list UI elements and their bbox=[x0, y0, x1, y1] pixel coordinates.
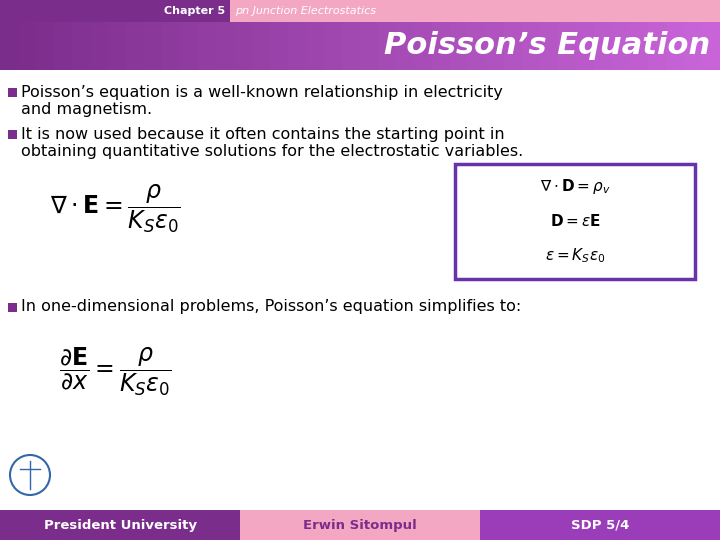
Bar bbox=[342, 22, 361, 70]
Bar bbox=[378, 22, 397, 70]
Text: $\mathbf{D} = \varepsilon\mathbf{E}$: $\mathbf{D} = \varepsilon\mathbf{E}$ bbox=[549, 213, 600, 229]
Bar bbox=[54, 22, 73, 70]
Bar bbox=[396, 22, 415, 70]
Text: Poisson’s Equation: Poisson’s Equation bbox=[384, 31, 710, 60]
Bar bbox=[558, 22, 577, 70]
Bar bbox=[486, 22, 505, 70]
Text: pn Junction Electrostatics: pn Junction Electrostatics bbox=[235, 6, 376, 16]
Text: Erwin Sitompul: Erwin Sitompul bbox=[303, 518, 417, 531]
Bar bbox=[36, 22, 55, 70]
Text: Chapter 5: Chapter 5 bbox=[164, 6, 225, 16]
Bar bbox=[594, 22, 613, 70]
Bar bbox=[90, 22, 109, 70]
Bar bbox=[234, 22, 253, 70]
Bar bbox=[540, 22, 559, 70]
Text: $\dfrac{\partial \mathbf{E}}{\partial x} = \dfrac{\rho}{K_S\varepsilon_0}$: $\dfrac{\partial \mathbf{E}}{\partial x}… bbox=[58, 346, 171, 399]
Bar bbox=[702, 22, 720, 70]
Bar bbox=[162, 22, 181, 70]
Bar bbox=[0, 70, 720, 510]
Bar bbox=[108, 22, 127, 70]
Bar bbox=[648, 22, 667, 70]
Bar bbox=[180, 22, 199, 70]
FancyBboxPatch shape bbox=[455, 164, 695, 279]
Bar bbox=[612, 22, 631, 70]
Bar bbox=[216, 22, 235, 70]
Bar bbox=[8, 87, 17, 97]
Bar bbox=[0, 510, 240, 540]
Bar bbox=[480, 510, 720, 540]
Text: $\varepsilon = K_S\varepsilon_0$: $\varepsilon = K_S\varepsilon_0$ bbox=[545, 247, 606, 265]
Text: SDP 5/4: SDP 5/4 bbox=[571, 518, 629, 531]
Bar bbox=[8, 130, 17, 138]
Bar bbox=[18, 22, 37, 70]
Text: In one-dimensional problems, Poisson’s equation simplifies to:: In one-dimensional problems, Poisson’s e… bbox=[21, 300, 521, 314]
Bar bbox=[144, 22, 163, 70]
Bar bbox=[324, 22, 343, 70]
Bar bbox=[0, 0, 230, 22]
Bar bbox=[414, 22, 433, 70]
Bar bbox=[468, 22, 487, 70]
Bar bbox=[684, 22, 703, 70]
Bar bbox=[230, 0, 720, 22]
Bar bbox=[0, 22, 19, 70]
Bar bbox=[288, 22, 307, 70]
Text: It is now used because it often contains the starting point in: It is now used because it often contains… bbox=[21, 126, 505, 141]
Bar bbox=[432, 22, 451, 70]
Bar bbox=[270, 22, 289, 70]
Bar bbox=[72, 22, 91, 70]
Bar bbox=[522, 22, 541, 70]
Circle shape bbox=[10, 455, 50, 495]
Bar bbox=[8, 302, 17, 312]
Text: President University: President University bbox=[43, 518, 197, 531]
Text: Poisson’s equation is a well-known relationship in electricity: Poisson’s equation is a well-known relat… bbox=[21, 84, 503, 99]
Text: $\nabla \cdot \mathbf{E} = \dfrac{\rho}{K_S\varepsilon_0}$: $\nabla \cdot \mathbf{E} = \dfrac{\rho}{… bbox=[50, 183, 180, 235]
Bar bbox=[450, 22, 469, 70]
Bar bbox=[252, 22, 271, 70]
Bar bbox=[198, 22, 217, 70]
Text: obtaining quantitative solutions for the electrostatic variables.: obtaining quantitative solutions for the… bbox=[21, 144, 523, 159]
Bar bbox=[576, 22, 595, 70]
Bar bbox=[306, 22, 325, 70]
Bar bbox=[240, 510, 480, 540]
Bar bbox=[630, 22, 649, 70]
Text: and magnetism.: and magnetism. bbox=[21, 102, 152, 117]
Bar bbox=[504, 22, 523, 70]
Bar bbox=[126, 22, 145, 70]
Text: $\nabla \cdot \mathbf{D} = \rho_v$: $\nabla \cdot \mathbf{D} = \rho_v$ bbox=[540, 177, 611, 195]
Bar bbox=[360, 22, 379, 70]
Bar bbox=[666, 22, 685, 70]
